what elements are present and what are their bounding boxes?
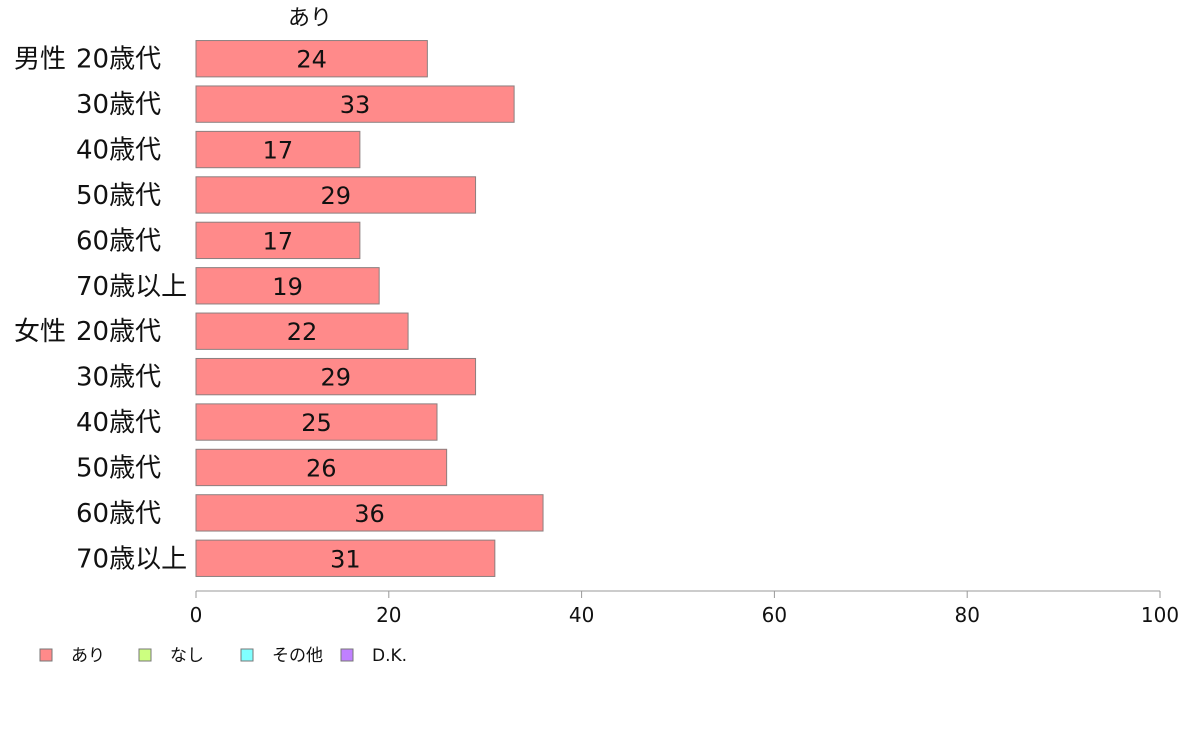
data-label: 17	[263, 227, 294, 255]
category-label: 60歳代	[76, 226, 161, 256]
data-label: 31	[330, 545, 361, 573]
bar-segment	[195, 448, 448, 487]
series-header: あり	[288, 6, 332, 31]
data-label: 29	[321, 182, 352, 210]
data-label: 29	[321, 364, 352, 392]
group-label: 女性	[14, 317, 66, 347]
x-axis: 0 20 40 60 80 100	[190, 590, 1179, 627]
category-label: 20歳代	[76, 317, 161, 347]
x-tick-label: 80	[954, 603, 979, 627]
bar-segment	[195, 357, 477, 396]
bar-segment	[195, 85, 515, 123]
data-label: 24	[296, 46, 327, 74]
legend-label: あり	[71, 646, 105, 666]
category-label: 30歳代	[76, 90, 161, 120]
bar-segment	[195, 221, 361, 260]
category-label: 40歳代	[76, 408, 161, 438]
bar-segment	[195, 267, 380, 305]
category-label: 30歳代	[76, 363, 161, 393]
x-tick-label: 0	[190, 603, 203, 627]
bar-segment	[195, 176, 477, 214]
legend-swatch	[39, 648, 53, 662]
legend-swatch	[240, 648, 254, 662]
bar-segment	[195, 312, 409, 350]
data-label: 17	[263, 137, 294, 165]
data-label: 25	[301, 409, 332, 437]
category-label: 70歳以上	[76, 544, 187, 574]
legend-label: その他	[272, 646, 323, 666]
bar-segment	[195, 403, 438, 441]
legend-swatch	[340, 648, 354, 662]
data-label: 33	[340, 91, 371, 119]
x-tick-label: 40	[569, 603, 594, 627]
series-headers: あり	[288, 6, 332, 31]
x-tick-label: 20	[376, 603, 401, 627]
bar-segment	[195, 494, 544, 532]
category-label: 40歳代	[76, 136, 161, 166]
bar-segment	[195, 539, 496, 577]
bar-segment	[195, 130, 361, 169]
data-label: 36	[354, 500, 385, 528]
category-label: 60歳代	[76, 499, 161, 529]
category-label: 20歳代	[76, 45, 161, 75]
category-label: 70歳以上	[76, 272, 187, 302]
legend-label: なし	[170, 646, 204, 666]
legend-label: D.K.	[372, 646, 407, 666]
x-tick-label: 100	[1141, 603, 1179, 627]
data-label: 22	[287, 318, 318, 346]
data-label: 26	[306, 454, 337, 482]
category-labels: 20歳代男性30歳代40歳代50歳代60歳代70歳以上20歳代女性30歳代40歳…	[14, 45, 187, 575]
bar-segment	[195, 40, 428, 78]
group-label: 男性	[14, 45, 66, 75]
legend: あり なし その他 D.K.	[39, 646, 407, 666]
x-tick-label: 60	[762, 603, 787, 627]
category-label: 50歳代	[76, 453, 161, 483]
data-label: 19	[272, 273, 303, 301]
category-label: 50歳代	[76, 181, 161, 211]
legend-swatch	[138, 648, 152, 662]
